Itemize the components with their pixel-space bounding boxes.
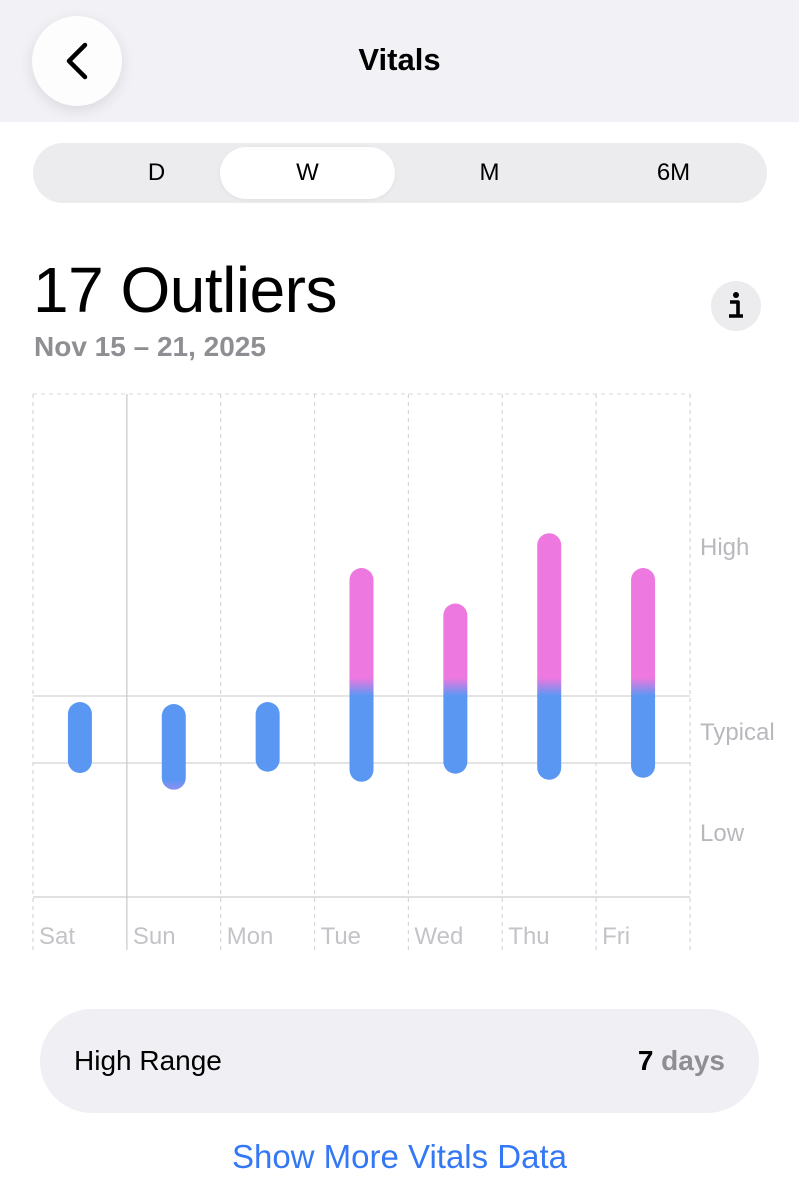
zone-label-high: High	[700, 534, 749, 561]
day-label-fri: Fri	[602, 923, 630, 950]
day-label-mon: Mon	[227, 923, 274, 950]
high-range-value: 7 days	[638, 1045, 725, 1077]
high-range-days-count: 7	[637, 1045, 654, 1076]
range-bar-fri[interactable]	[631, 568, 656, 778]
day-labels: Sat Sun Mon Tue Wed Thu Fri	[39, 923, 630, 950]
range-bar-sun[interactable]	[161, 704, 186, 790]
high-range-days-unit: days	[661, 1045, 725, 1076]
info-icon	[729, 292, 743, 318]
nav-header: Vitals	[0, 0, 799, 122]
chevron-left-icon	[66, 42, 88, 80]
segment-day-label: D	[147, 159, 166, 186]
info-button[interactable]	[711, 281, 761, 331]
day-label-tue: Tue	[321, 923, 361, 950]
range-bar-wed[interactable]	[443, 603, 468, 774]
page-title: Vitals	[358, 42, 441, 77]
vitals-outlier-chart: High Typical Low Sat Sun Mon Tue Wed Thu Fri	[32, 393, 775, 950]
day-label-sun: Sun	[133, 923, 176, 950]
day-label-sat: Sat	[39, 923, 75, 950]
zone-label-typical: Typical	[700, 719, 775, 746]
range-bar-mon[interactable]	[255, 702, 280, 772]
segment-day[interactable]: D	[69, 147, 244, 199]
segment-month[interactable]: M	[402, 147, 577, 199]
range-bar-tue[interactable]	[349, 568, 374, 782]
high-range-row[interactable]: High Range 7 days	[40, 1009, 759, 1113]
back-button[interactable]	[32, 16, 122, 106]
segment-six-months-label: 6M	[656, 159, 691, 186]
segment-six-months[interactable]: 6M	[586, 147, 761, 199]
segment-week-label: W	[296, 159, 319, 186]
day-label-thu: Thu	[508, 923, 549, 950]
chart-bars	[67, 533, 656, 790]
range-bar-thu[interactable]	[537, 533, 562, 780]
zone-label-low: Low	[700, 820, 745, 847]
time-range-segmented-control: D W M 6M	[33, 143, 767, 203]
outlier-count-title: 17 Outliers	[33, 254, 337, 326]
zone-labels: High Typical Low	[700, 534, 775, 847]
date-range: Nov 15 – 21, 2025	[34, 331, 266, 362]
range-bar-sat[interactable]	[67, 702, 92, 774]
high-range-label: High Range	[74, 1045, 222, 1076]
segment-month-label: M	[479, 159, 500, 186]
day-label-wed: Wed	[414, 923, 463, 950]
show-more-vitals-link[interactable]: Show More Vitals Data	[231, 1138, 568, 1175]
segment-week[interactable]: W	[220, 147, 395, 199]
